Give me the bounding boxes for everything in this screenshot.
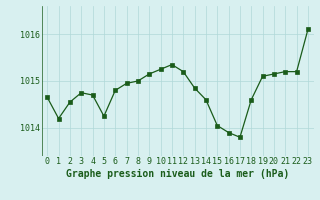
X-axis label: Graphe pression niveau de la mer (hPa): Graphe pression niveau de la mer (hPa) <box>66 169 289 179</box>
